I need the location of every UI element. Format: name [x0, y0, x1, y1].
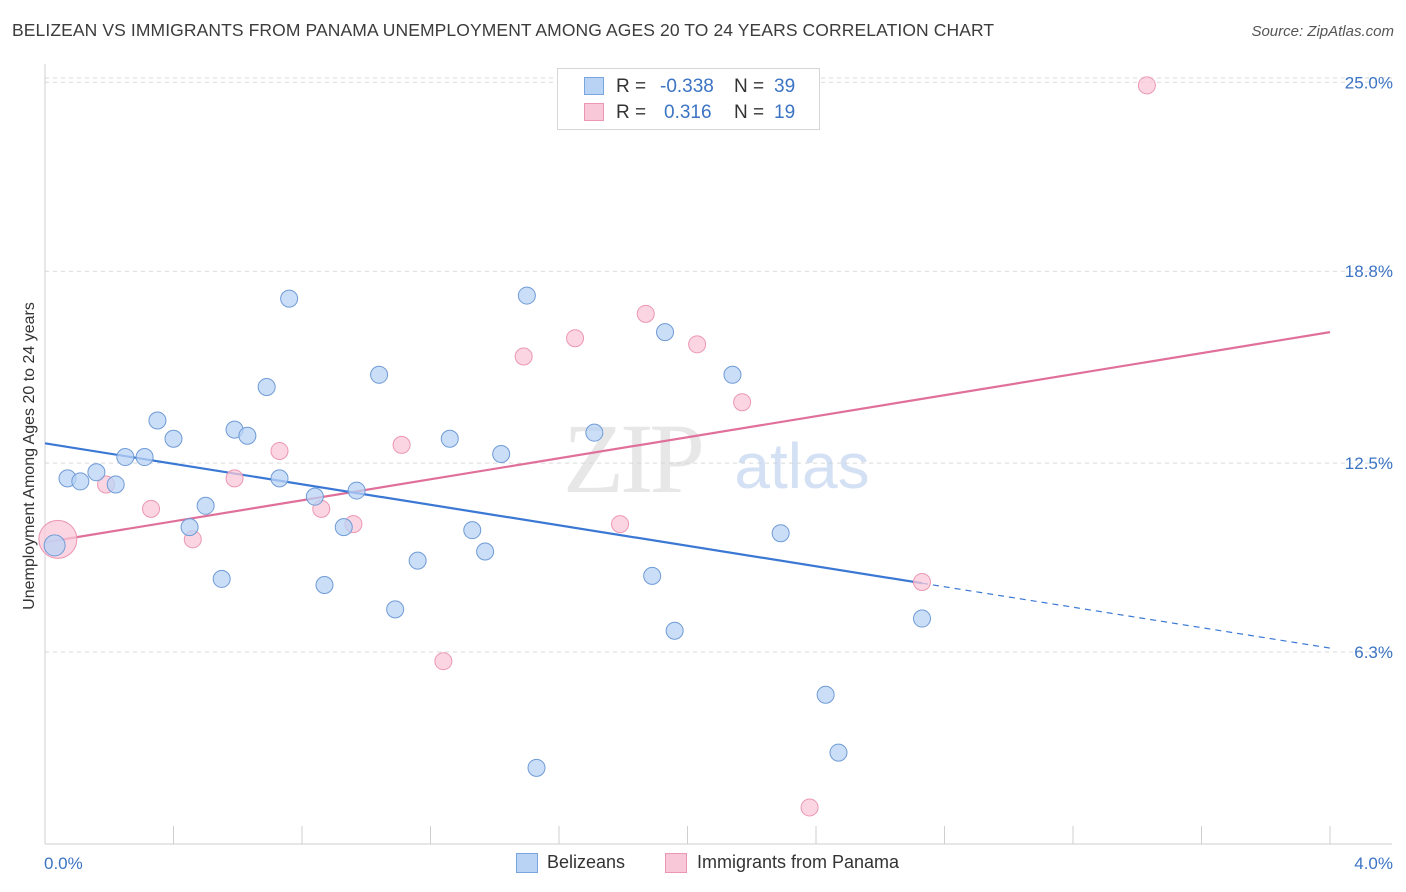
belizean-point	[280, 289, 299, 308]
belizean-point	[212, 569, 231, 588]
y-tick-label: 6.3%	[1354, 643, 1393, 662]
panama-point	[636, 304, 655, 323]
panama-legend-label: Immigrants from Panama	[697, 852, 900, 872]
belizean-point	[463, 521, 482, 540]
chart-title: BELIZEAN VS IMMIGRANTS FROM PANAMA UNEMP…	[12, 20, 995, 40]
belizean-point	[816, 685, 835, 704]
legend-n-value: 39	[774, 76, 796, 97]
grid-lines	[45, 77, 1392, 653]
belizean-point	[517, 286, 536, 305]
panama-point	[434, 652, 453, 671]
belizean-point	[656, 323, 675, 342]
panama-point	[142, 499, 161, 518]
correlation-legend: R = -0.338 N = 39 R = 0.316 N = 19	[557, 68, 820, 130]
panama-point	[392, 435, 411, 454]
belizean-point	[723, 365, 742, 384]
belizean-point	[315, 576, 334, 595]
panama-point	[913, 572, 932, 591]
legend-n-value: 19	[774, 102, 796, 123]
belizeans-legend-swatch	[516, 853, 538, 873]
axes	[44, 64, 1392, 845]
belizean-point	[164, 429, 183, 448]
legend-r-value: -0.338	[660, 76, 714, 97]
belizean-point	[270, 469, 289, 488]
x-tick-label: 4.0%	[1354, 854, 1393, 873]
belizeans-swatch	[584, 77, 604, 95]
belizean-point	[829, 743, 848, 762]
panama-point	[270, 441, 289, 460]
panama-point	[566, 329, 585, 348]
y-tick-label: 12.5%	[1345, 454, 1393, 473]
y-tick-label: 18.8%	[1345, 262, 1393, 281]
legend-r-label: R =	[616, 76, 647, 97]
belizean-point	[196, 496, 215, 515]
belizean-point	[148, 411, 167, 430]
belizean-point	[334, 518, 353, 537]
belizean-point	[305, 487, 324, 506]
panama-trend-line	[44, 331, 1331, 544]
belizean-point	[665, 621, 684, 640]
belizean-point	[386, 600, 405, 619]
panama-point	[225, 469, 244, 488]
belizean-point	[87, 463, 106, 482]
belizean-point	[408, 551, 427, 570]
panama-point	[1137, 76, 1156, 95]
belizean-point	[440, 429, 459, 448]
source-label: Source: ZipAtlas.com	[1251, 23, 1394, 40]
belizean-trend-extension	[921, 582, 1331, 649]
belizean-point	[347, 481, 366, 500]
belizean-point	[370, 365, 389, 384]
legend-n-label: N =	[734, 102, 765, 123]
x-tick-label: 0.0%	[44, 854, 83, 873]
legend-r-label: R =	[616, 102, 647, 123]
belizean-point	[913, 609, 932, 628]
panama-swatch	[584, 103, 604, 121]
belizean-trend-line	[44, 442, 923, 585]
panama-point	[688, 335, 707, 354]
watermark-zip: ZIP	[563, 403, 701, 514]
y-tick-labels: 6.3% 12.5% 18.8% 25.0%	[1345, 73, 1393, 662]
belizean-point	[116, 448, 135, 467]
panama-legend-swatch	[665, 853, 687, 873]
legend-n-label: N =	[734, 76, 765, 97]
panama-point	[611, 515, 630, 534]
legend-r-value: 0.316	[664, 102, 712, 123]
y-tick-label: 25.0%	[1345, 73, 1393, 92]
belizean-point	[476, 542, 495, 561]
x-tick-labels: 0.0% 4.0%	[44, 854, 1393, 873]
belizean-point	[771, 524, 790, 543]
belizean-point	[106, 475, 125, 494]
belizean-point	[643, 566, 662, 585]
belizean-point	[71, 472, 90, 491]
belizean-point	[135, 448, 154, 467]
y-axis-label: Unemployment Among Ages 20 to 24 years	[21, 302, 38, 610]
belizean-points	[43, 286, 932, 777]
belizeans-legend-label: Belizeans	[547, 852, 626, 872]
belizean-point	[43, 534, 66, 557]
panama-point	[733, 393, 752, 412]
belizean-point	[238, 426, 257, 445]
belizean-point	[585, 423, 604, 442]
panama-point	[800, 798, 819, 817]
belizean-point	[527, 758, 546, 777]
watermark: ZIP atlas	[563, 403, 870, 514]
belizean-point	[492, 445, 511, 463]
belizean-point	[257, 377, 276, 396]
watermark-atlas: atlas	[734, 430, 869, 502]
belizean-point	[180, 518, 199, 537]
panama-point	[514, 347, 533, 366]
trend-lines	[44, 331, 1331, 649]
